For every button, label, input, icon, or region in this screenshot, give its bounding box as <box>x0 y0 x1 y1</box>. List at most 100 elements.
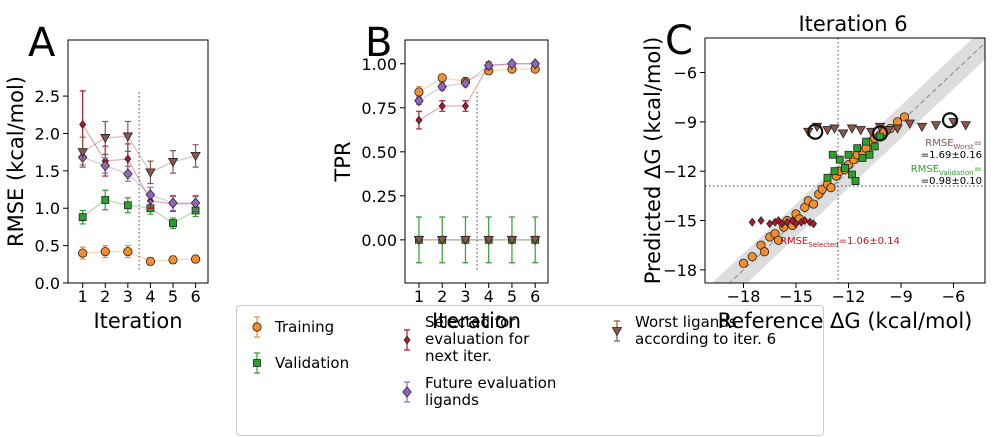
marker <box>747 252 757 262</box>
x-tick-label: 5 <box>507 287 517 306</box>
marker <box>77 148 88 158</box>
marker <box>414 87 424 97</box>
marker <box>190 151 201 162</box>
annotation-subscript: Selected <box>808 241 838 249</box>
y-axis-label: TPR <box>331 141 355 182</box>
marker <box>437 81 447 93</box>
marker <box>78 213 87 222</box>
marker <box>807 123 824 140</box>
y-tick-label: −9 <box>673 113 697 132</box>
x-tick-label: 2 <box>100 287 110 306</box>
legend-marker <box>611 320 623 342</box>
x-axis-label: Iteration <box>432 309 521 333</box>
marker <box>100 134 111 144</box>
marker <box>145 189 156 201</box>
marker <box>801 216 809 225</box>
legend-label: Selected for evaluation for next iter. <box>425 313 530 365</box>
annotation-text: RMSE <box>925 138 953 149</box>
marker <box>100 159 111 172</box>
marker <box>930 121 942 131</box>
series-line <box>82 135 196 174</box>
marker <box>871 125 889 142</box>
x-tick-label: 3 <box>123 287 133 306</box>
legend-column: Training Validation <box>247 314 397 435</box>
y-tick-label: 0.50 <box>361 143 397 162</box>
marker <box>858 154 867 162</box>
annotation: RMSEWorst= <box>925 138 982 151</box>
y-tick-label: −12 <box>663 162 697 181</box>
marker <box>783 217 791 227</box>
marker <box>822 126 833 136</box>
legend-label: Future evaluation ligands <box>425 374 557 409</box>
marker <box>870 142 879 151</box>
marker <box>738 258 749 268</box>
marker <box>145 256 156 266</box>
y-tick-label: 1.00 <box>361 55 397 74</box>
marker <box>460 77 471 89</box>
marker <box>253 359 261 367</box>
series-line <box>418 68 536 93</box>
marker <box>844 150 853 159</box>
marker <box>757 216 765 225</box>
annotation: RMSESelected=1.06±0.14 <box>780 236 900 249</box>
marker <box>778 219 786 229</box>
marker <box>826 183 836 193</box>
marker <box>808 199 819 209</box>
marker <box>79 120 87 129</box>
annotation: RMSEValidation= <box>911 164 982 177</box>
x-tick-label: −12 <box>832 287 866 306</box>
legend-column: Worst ligands according to iter. 6 <box>607 314 807 435</box>
annotation: =0.98±0.10 <box>921 176 982 187</box>
axes-frame <box>704 37 986 284</box>
marker <box>862 137 870 146</box>
marker <box>830 167 839 176</box>
marker <box>415 115 423 125</box>
axes-frame <box>404 39 549 284</box>
legend-label: Worst ligands according to iter. 6 <box>635 313 777 348</box>
legend-marker <box>403 328 411 351</box>
marker <box>823 173 832 182</box>
y-tick-label: 2.0 <box>35 124 60 143</box>
marker <box>413 235 425 246</box>
marker <box>904 119 915 129</box>
marker <box>123 201 132 210</box>
marker <box>437 73 447 83</box>
x-tick-label: 2 <box>437 287 447 306</box>
marker <box>899 112 910 122</box>
legend-marker <box>252 316 262 338</box>
plot-area <box>705 38 985 283</box>
legend-entry: Validation <box>247 350 397 376</box>
legend-entry: Selected for evaluation for next iter. <box>397 314 607 365</box>
legend-entry: Worst ligands according to iter. 6 <box>607 314 807 348</box>
axes-frame <box>67 39 209 284</box>
y-tick-label: 0.25 <box>361 187 397 206</box>
legend-entry: Training <box>247 314 397 340</box>
marker <box>853 144 862 153</box>
marker <box>865 150 874 159</box>
annotation-suffix: = <box>974 138 982 149</box>
x-axis-label: Reference ΔG (kcal/mol) <box>718 309 973 333</box>
marker <box>122 132 134 142</box>
marker <box>846 124 858 134</box>
marker <box>506 235 518 246</box>
marker <box>168 197 178 209</box>
y-tick-label: 0.5 <box>35 237 60 256</box>
marker <box>759 247 770 257</box>
annotation-suffix: = <box>974 164 982 175</box>
series-line <box>418 63 536 121</box>
marker <box>838 129 849 139</box>
marker <box>78 248 88 258</box>
annotation-text: RMSE <box>911 164 939 175</box>
legend-label: Training <box>275 317 335 336</box>
x-tick-label: 5 <box>168 287 178 306</box>
marker <box>960 121 971 131</box>
marker <box>190 197 201 209</box>
marker <box>100 246 110 257</box>
marker <box>507 58 517 70</box>
annotation: =1.69±0.16 <box>921 150 982 161</box>
x-tick-label: −18 <box>727 287 761 306</box>
y-tick-label: 1.0 <box>35 199 60 218</box>
annotation-text: RMSE <box>780 236 808 247</box>
y-axis-label: Predicted ΔG (kcal/mol) <box>641 37 665 285</box>
